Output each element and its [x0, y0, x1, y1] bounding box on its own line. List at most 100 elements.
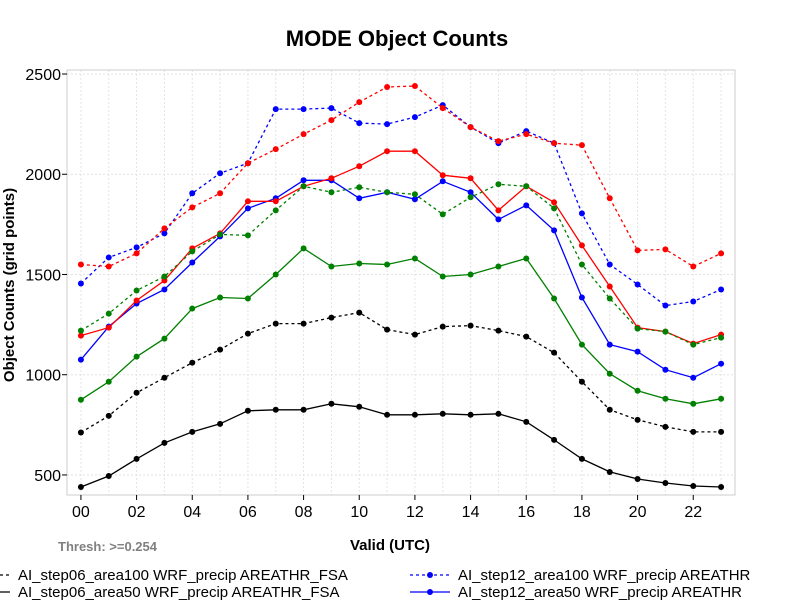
- chart-title: MODE Object Counts: [286, 26, 508, 51]
- data-point: [551, 227, 558, 234]
- data-point: [328, 314, 335, 321]
- data-point: [105, 324, 112, 331]
- series-2: [77, 102, 725, 309]
- data-point: [356, 184, 363, 191]
- tick-layer: 00 02 04 06 08 10 12 14 16 18 20 22 500 1000 1500 2000 2…: [25, 67, 702, 521]
- data-point: [356, 99, 363, 106]
- data-point: [690, 298, 697, 305]
- data-point: [272, 320, 279, 327]
- data-point: [411, 411, 418, 418]
- series-3: [77, 177, 725, 381]
- data-point: [161, 439, 168, 446]
- threshold-note: Thresh: >=0.254: [58, 539, 158, 554]
- data-point: [634, 387, 641, 394]
- legend-label: AI_step06_area50 WRF_precip AREATHR_FSA: [18, 584, 340, 601]
- data-point: [77, 327, 84, 334]
- x-tick-label: 06: [239, 504, 257, 521]
- series-line: [80, 85, 722, 268]
- data-point: [662, 366, 669, 373]
- data-point: [384, 121, 391, 128]
- data-point: [217, 190, 224, 197]
- data-point: [439, 211, 446, 218]
- data-point: [384, 261, 391, 268]
- data-point: [606, 468, 613, 475]
- data-point: [718, 334, 725, 341]
- y-tick-label: 1500: [25, 267, 61, 284]
- data-point: [439, 273, 446, 280]
- data-point: [411, 148, 418, 155]
- series-0: [77, 309, 725, 436]
- data-point: [690, 428, 697, 435]
- data-point: [105, 263, 112, 270]
- data-point: [105, 378, 112, 385]
- data-point: [578, 210, 585, 217]
- data-point: [272, 271, 279, 278]
- x-tick-label: 16: [517, 504, 535, 521]
- data-point: [244, 160, 251, 167]
- data-point: [551, 199, 558, 206]
- data-point: [272, 207, 279, 214]
- data-point: [384, 411, 391, 418]
- data-point: [690, 263, 697, 270]
- legend-label: AI_step12_area50 WRF_precip AREATHR: [458, 584, 742, 601]
- data-point: [606, 261, 613, 268]
- data-point: [634, 416, 641, 423]
- data-point: [133, 455, 140, 462]
- legend-item: AI_step12_area100 WRF_precip AREATHR: [410, 567, 751, 584]
- data-point: [161, 273, 168, 280]
- data-point: [495, 216, 502, 223]
- series-layer: [77, 83, 725, 490]
- data-point: [718, 428, 725, 435]
- data-point: [356, 309, 363, 316]
- data-point: [244, 295, 251, 302]
- data-point: [133, 287, 140, 294]
- data-point: [634, 475, 641, 482]
- data-point: [244, 407, 251, 414]
- data-point: [328, 263, 335, 270]
- data-point: [606, 370, 613, 377]
- y-axis-label: Object Counts (grid points): [1, 188, 18, 382]
- data-point: [439, 410, 446, 417]
- data-point: [411, 83, 418, 90]
- legend: AI_step06_area100 WRF_precip AREATHR_FSA…: [0, 567, 751, 601]
- data-point: [384, 84, 391, 91]
- data-point: [551, 205, 558, 212]
- data-point: [662, 423, 669, 430]
- series-line: [80, 247, 722, 405]
- x-tick-label: 22: [684, 504, 702, 521]
- data-point: [690, 341, 697, 348]
- data-point: [690, 400, 697, 407]
- data-point: [77, 332, 84, 339]
- y-tick-label: 1000: [25, 368, 61, 385]
- x-tick-label: 02: [128, 504, 146, 521]
- data-point: [578, 242, 585, 249]
- data-point: [77, 396, 84, 403]
- data-point: [328, 175, 335, 182]
- data-point: [523, 202, 530, 209]
- data-point: [217, 231, 224, 238]
- data-point: [328, 105, 335, 112]
- data-point: [217, 346, 224, 353]
- data-point: [551, 295, 558, 302]
- x-tick-label: 20: [629, 504, 647, 521]
- data-point: [495, 410, 502, 417]
- data-point: [467, 271, 474, 278]
- data-point: [272, 406, 279, 413]
- data-point: [384, 326, 391, 333]
- data-point: [439, 172, 446, 179]
- data-point: [551, 349, 558, 356]
- data-point: [356, 120, 363, 127]
- data-point: [189, 305, 196, 312]
- data-point: [606, 341, 613, 348]
- data-point: [523, 333, 530, 340]
- data-point: [662, 246, 669, 253]
- data-point: [356, 403, 363, 410]
- data-point: [328, 400, 335, 407]
- data-point: [495, 263, 502, 270]
- plot-frame: [66, 69, 736, 496]
- legend-item: AI_step12_area50 WRF_precip AREATHR: [410, 584, 742, 601]
- x-tick-label: 14: [462, 504, 480, 521]
- data-point: [189, 359, 196, 366]
- data-point: [411, 255, 418, 262]
